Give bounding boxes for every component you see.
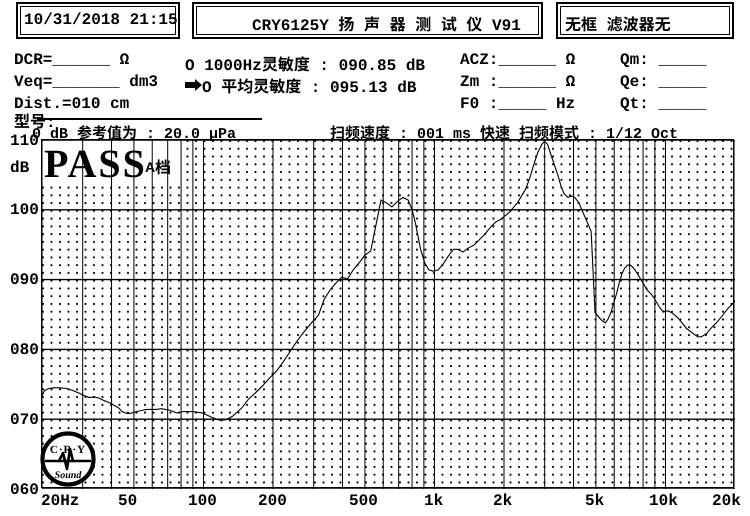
svg-text:A: A <box>145 159 155 175</box>
svg-text:PASS: PASS <box>44 141 147 186</box>
svg-text:档: 档 <box>155 154 171 178</box>
svg-text:Sound: Sound <box>55 470 83 481</box>
